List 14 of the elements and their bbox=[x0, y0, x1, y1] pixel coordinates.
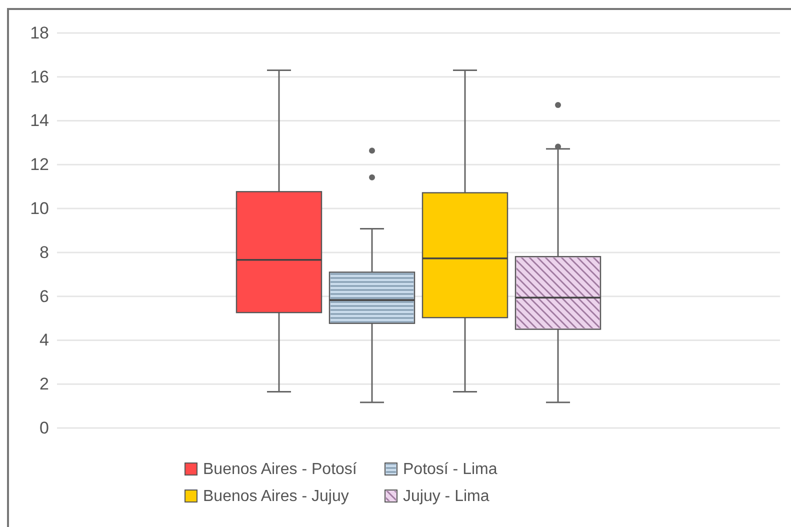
y-tick-label: 2 bbox=[40, 374, 49, 394]
y-tick-label: 12 bbox=[30, 155, 49, 174]
legend-label: Buenos Aires - Jujuy bbox=[203, 488, 349, 505]
y-tick-label: 18 bbox=[30, 23, 49, 42]
y-tick-label: 6 bbox=[40, 286, 49, 306]
legend-label: Buenos Aires - Potosí bbox=[203, 461, 358, 478]
y-tick-label: 16 bbox=[30, 67, 49, 86]
y-tick-label: 0 bbox=[40, 418, 49, 438]
y-tick-label: 14 bbox=[30, 111, 49, 130]
y-tick-label: 10 bbox=[30, 198, 49, 218]
y-tick-label: 4 bbox=[40, 330, 49, 350]
y-tick-label: 8 bbox=[40, 242, 49, 262]
legend-label: Jujuy - Lima bbox=[403, 488, 490, 505]
legend-label: Potosí - Lima bbox=[403, 461, 498, 478]
